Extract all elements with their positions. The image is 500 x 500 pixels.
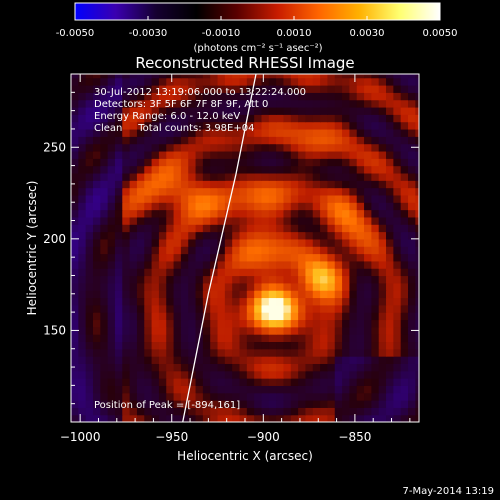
heatmap-pixels: [71, 74, 419, 422]
x-tick-label: −950: [155, 430, 188, 444]
solar-limb-line: [182, 74, 257, 422]
colorbar-tick-label: 0.0030: [350, 28, 385, 39]
y-axis-label: Heliocentric Y (arcsec): [25, 181, 39, 316]
axes: −1000 −950 −900 −850 150 200 250: [43, 74, 419, 444]
x-axis-label: Heliocentric X (arcsec): [177, 449, 313, 463]
colorbar: [74, 2, 441, 21]
annotation-energy-range: Energy Range: 6.0 - 12.0 keV: [94, 111, 240, 122]
annotation-detectors: Detectors: 3F 5F 6F 7F 8F 9F, Att 0: [94, 99, 268, 110]
x-tick-label: −850: [338, 430, 371, 444]
x-tick-label: −900: [247, 430, 280, 444]
colorbar-tick-label: 0.0050: [423, 28, 458, 39]
y-tick-label: 250: [43, 140, 66, 154]
colorbar-tick-label: -0.0030: [129, 28, 168, 39]
y-tick-label: 150: [43, 323, 66, 337]
x-tick-label: −1000: [60, 430, 101, 444]
annotation-time-range: 30-Jul-2012 13:19:06.000 to 13:22:24.000: [94, 87, 306, 98]
y-tick-label: 200: [43, 232, 66, 246]
colorbar-units: (photons cm⁻² s⁻¹ asec⁻²): [193, 43, 322, 54]
colorbar-tick-label: 0.0010: [277, 28, 312, 39]
annotation-total-counts: Clean Total counts: 3.98E+04: [94, 123, 254, 134]
footer-date: 7-May-2014 13:19: [402, 486, 494, 497]
peak-position-label: Position of Peak = [-894,161]: [94, 400, 240, 411]
chart-title: Reconstructed RHESSI Image: [135, 54, 354, 72]
colorbar-tick-label: -0.0050: [56, 28, 95, 39]
colorbar-tick-label: -0.0010: [202, 28, 241, 39]
colorbar-ticks: -0.0050 -0.0030 -0.0010 0.0010 0.0030 0.0050: [56, 16, 458, 39]
